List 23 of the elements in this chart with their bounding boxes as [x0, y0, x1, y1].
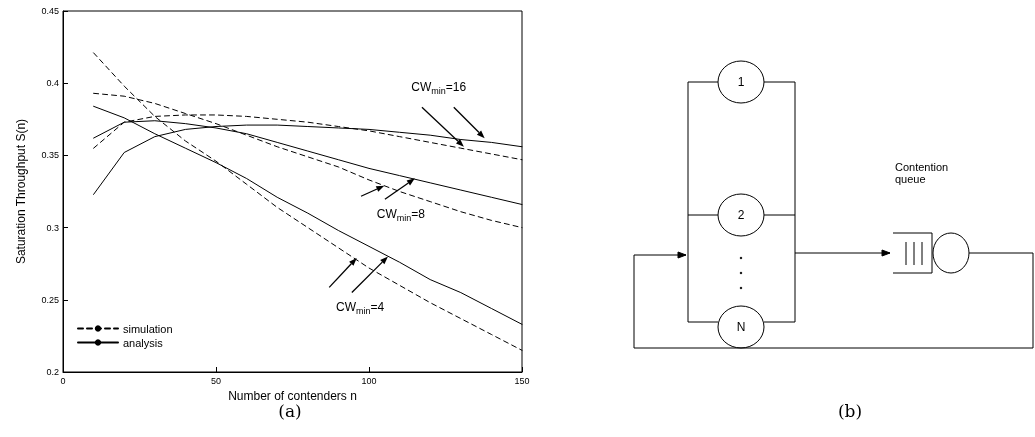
text: 2 — [737, 208, 745, 222]
text: 1 — [737, 75, 745, 89]
x-axis-title: Number of contenders n — [228, 389, 357, 403]
annotation: CW$_{min}$=8 — [376, 207, 425, 224]
y-tick-label: 0.2 — [46, 367, 59, 377]
y-axis-title: Saturation Throughput S(n) — [14, 118, 28, 265]
y-tick-label: 0.25 — [41, 294, 59, 305]
y-tick-label: 0.3 — [46, 222, 59, 233]
x-tick-label: 100 — [361, 375, 377, 386]
text: (b) — [837, 401, 863, 421]
x-tick-label: 150 — [514, 375, 530, 386]
text: Contention queue — [895, 161, 950, 185]
legend-label: simulation — [123, 322, 173, 335]
y-tick-label: 0.4 — [46, 78, 59, 89]
text: N — [736, 320, 746, 334]
y-tick-label: 0.45 — [41, 6, 59, 16]
y-tick-label: 0.35 — [41, 150, 59, 161]
annotation: CW$_{min}$=16 — [411, 80, 467, 97]
legend-label: analysis — [123, 336, 164, 349]
text: (a) — [278, 401, 302, 421]
x-tick-label: 0 — [60, 375, 66, 386]
annotation: CW$_{min}$=4 — [336, 300, 385, 317]
x-tick-label: 50 — [210, 375, 222, 386]
